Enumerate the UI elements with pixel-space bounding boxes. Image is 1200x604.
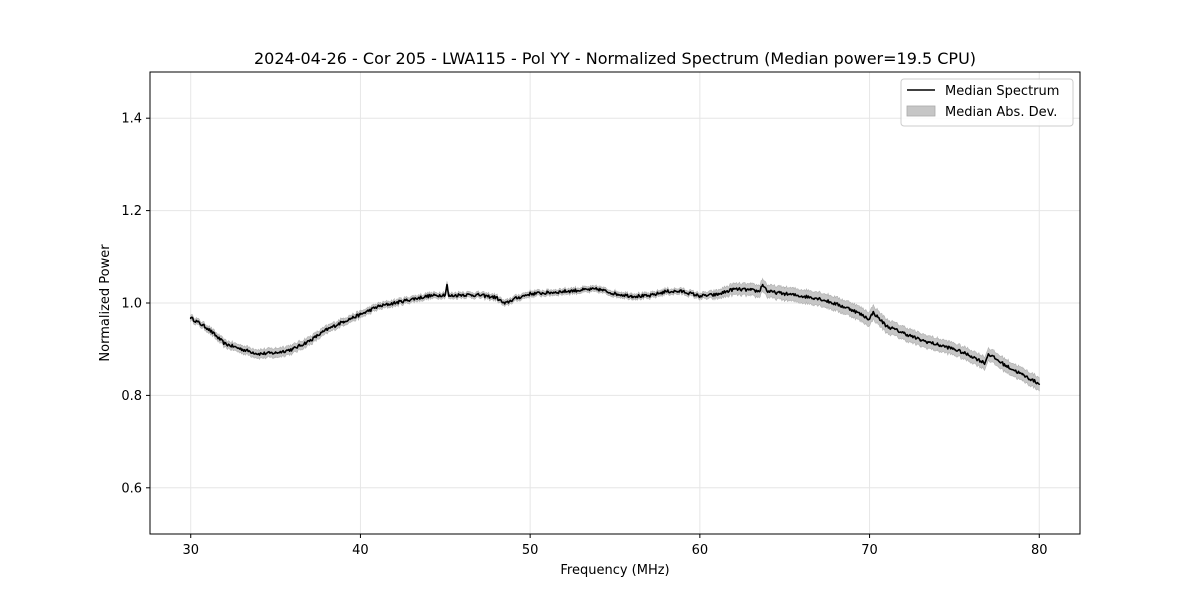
y-axis-label: Normalized Power bbox=[98, 244, 113, 362]
x-tick-label: 70 bbox=[861, 543, 878, 558]
y-tick-label: 1.4 bbox=[121, 112, 142, 127]
x-axis-ticks: 30 40 50 60 70 80 bbox=[182, 534, 1048, 558]
median-line-layer bbox=[189, 283, 1041, 386]
legend: Median Spectrum Median Abs. Dev. bbox=[900, 78, 1074, 127]
y-tick-label: 0.8 bbox=[121, 389, 142, 404]
x-tick-label: 60 bbox=[692, 543, 709, 558]
y-tick-label: 1.2 bbox=[121, 204, 142, 219]
x-tick-label: 40 bbox=[352, 543, 369, 558]
y-tick-label: 1.0 bbox=[121, 297, 142, 312]
legend-band-swatch bbox=[906, 105, 936, 117]
y-axis-ticks: 0.6 0.8 1.0 1.2 1.4 bbox=[121, 112, 150, 496]
x-tick-label: 80 bbox=[1031, 543, 1048, 558]
x-tick-label: 50 bbox=[522, 543, 539, 558]
legend-label-median-spectrum: Median Spectrum bbox=[945, 84, 1059, 99]
mad-band-layer bbox=[190, 277, 1040, 392]
legend-label-median-abs-dev: Median Abs. Dev. bbox=[945, 105, 1057, 120]
chart-title: 2024-04-26 - Cor 205 - LWA115 - Pol YY -… bbox=[254, 49, 976, 68]
y-tick-label: 0.6 bbox=[121, 481, 142, 496]
median-spectrum-line bbox=[189, 283, 1041, 386]
x-tick-label: 30 bbox=[182, 543, 199, 558]
x-axis-label: Frequency (MHz) bbox=[560, 563, 669, 578]
legend-box bbox=[900, 78, 1074, 127]
mad-band bbox=[190, 277, 1040, 392]
